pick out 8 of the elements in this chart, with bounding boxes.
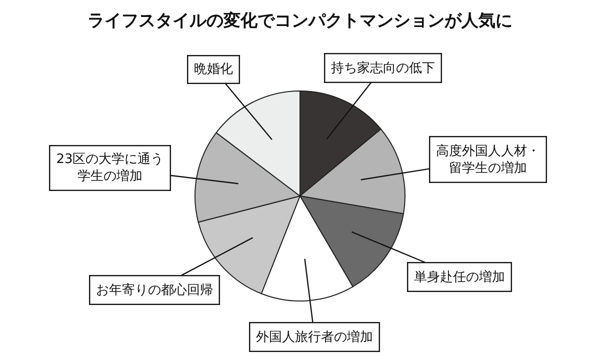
slice-label: 23区の大学に通う学生の増加 bbox=[56, 152, 164, 184]
slice-label: 持ち家志向の低下 bbox=[331, 60, 436, 76]
slice-label: 単身赴任の増加 bbox=[414, 269, 506, 286]
slice-label: 晩婚化 bbox=[194, 62, 234, 78]
chart-title: ライフスタイルの変化でコンパクトマンションが人気に bbox=[88, 11, 512, 32]
slice-label: 高度外国人人材・留学生の増加 bbox=[436, 143, 540, 176]
slice-label: お年寄りの都心回帰 bbox=[96, 282, 214, 298]
slice-label: 外国人旅行者の増加 bbox=[256, 329, 374, 346]
